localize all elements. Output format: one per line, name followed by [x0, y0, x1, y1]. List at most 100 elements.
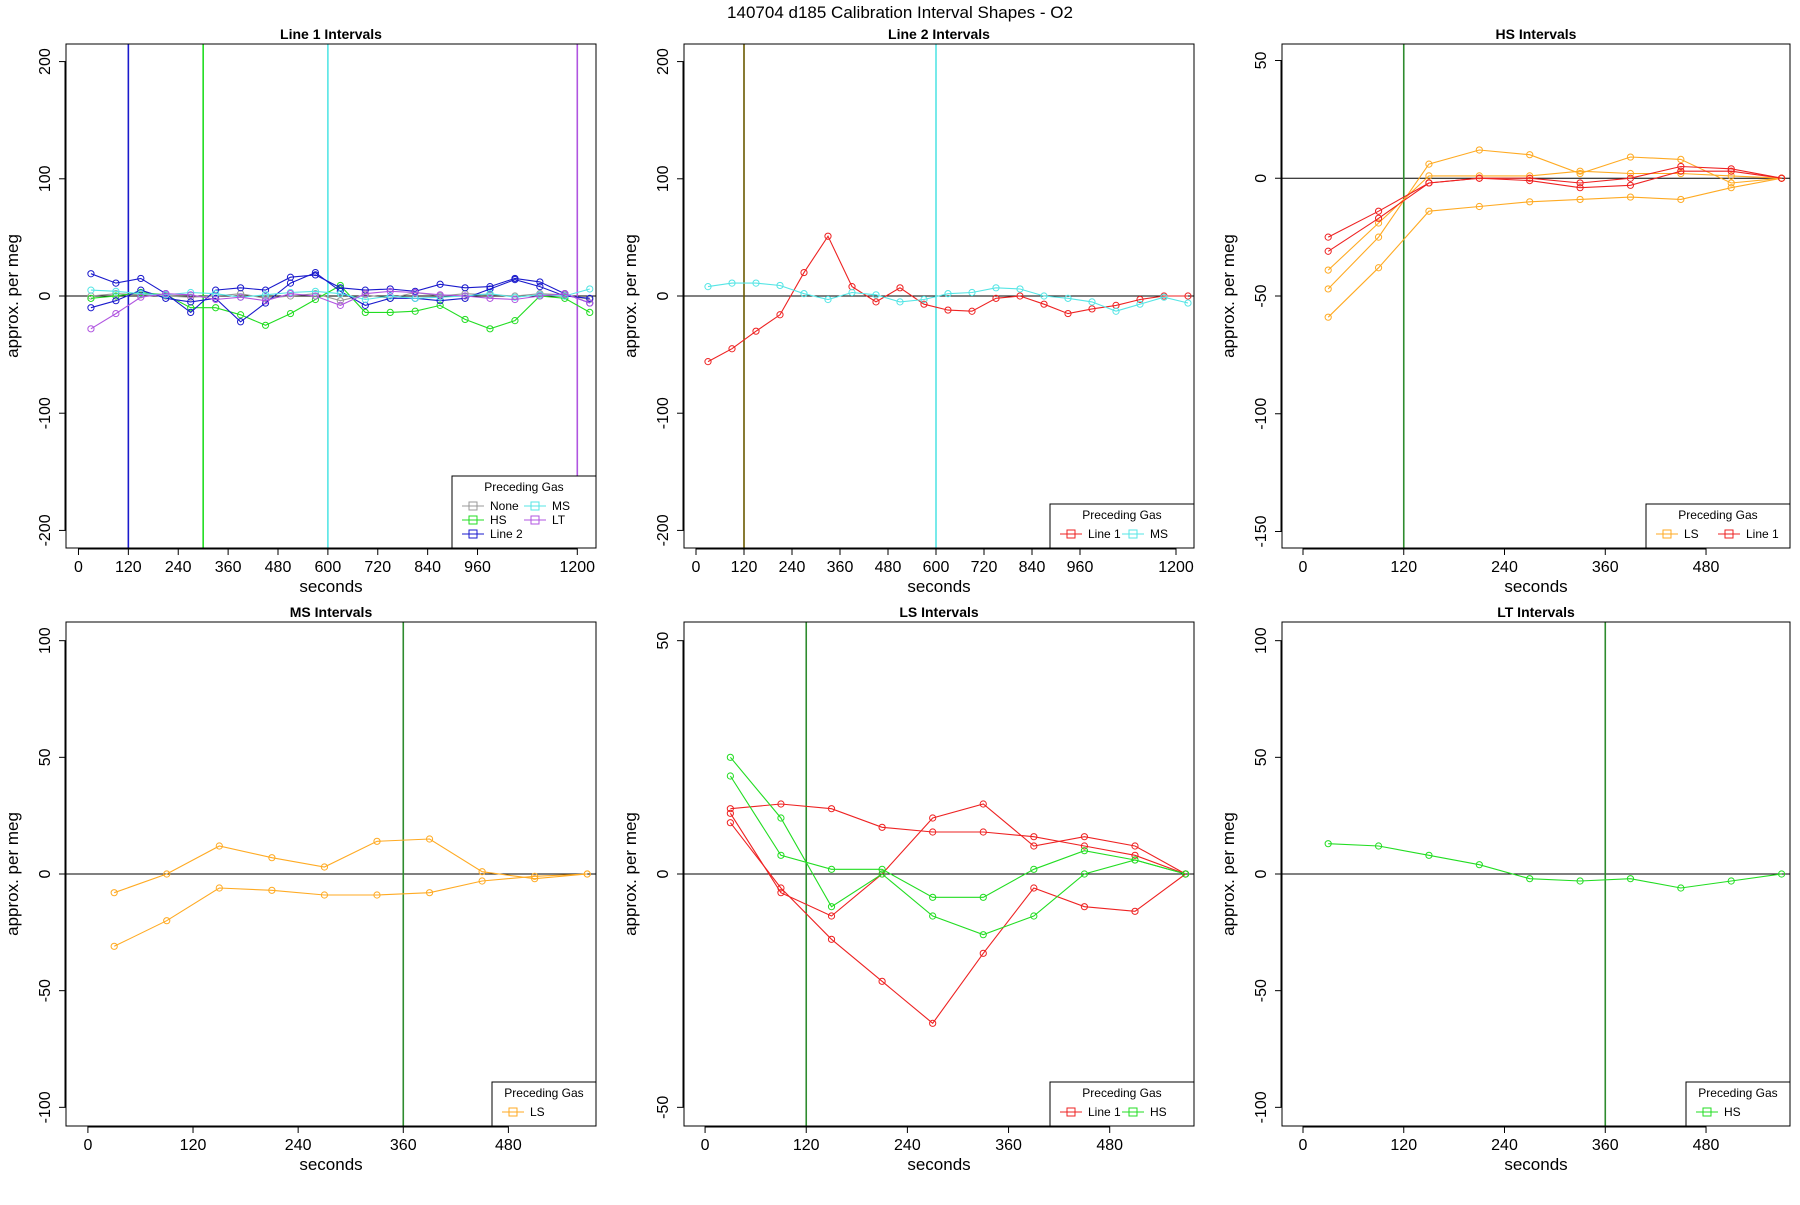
data-point: [1324, 247, 1332, 255]
data-point: [1475, 146, 1483, 154]
data-point: [992, 294, 1000, 302]
data-point: [1727, 172, 1735, 180]
data-point: [236, 293, 245, 301]
x-tick-label: 360: [1592, 559, 1619, 576]
legend-box: [1049, 1081, 1195, 1127]
x-tick-label: 0: [83, 1137, 92, 1154]
data-point: [1526, 176, 1534, 185]
legend-entry-label: MS: [1150, 527, 1168, 541]
data-point: [586, 285, 594, 293]
data-point: [486, 290, 494, 298]
data-point: [215, 842, 223, 850]
data-point: [536, 283, 544, 291]
chart-panel-2: Line 2 Intervals 0 120 240 360 480 600 720 840 96…: [621, 26, 1195, 596]
series-line: [707, 282, 1189, 312]
data-point: [1727, 165, 1735, 173]
data-point: [561, 294, 569, 302]
legend-swatch: [1128, 529, 1138, 539]
panel-title: LS Intervals: [899, 604, 979, 620]
x-tick-label: 0: [1299, 559, 1308, 576]
data-point: [1324, 285, 1332, 293]
series-line: [729, 803, 1186, 917]
legend-entry-label: None: [490, 499, 519, 513]
data-point: [436, 293, 444, 301]
data-point: [268, 854, 276, 862]
data-point: [236, 318, 245, 326]
data-point: [726, 753, 734, 761]
data-point: [1727, 179, 1735, 187]
series-line: [1327, 170, 1782, 271]
data-point: [87, 270, 95, 278]
legend-entry-label: Line 1: [1746, 527, 1779, 541]
x-tick-label: 480: [1693, 1137, 1720, 1154]
data-point: [261, 286, 270, 294]
data-point: [777, 851, 785, 859]
data-point: [361, 290, 369, 298]
x-tick-label: 360: [827, 559, 854, 576]
x-axis-label: seconds: [299, 577, 362, 596]
data-point: [336, 290, 344, 298]
legend: Preceding Gas HS: [1685, 1081, 1791, 1127]
data-point: [1425, 172, 1433, 180]
data-point: [777, 884, 785, 892]
data-point: [800, 290, 808, 298]
data-point: [1576, 179, 1584, 187]
data-point: [1475, 172, 1483, 180]
data-point: [827, 903, 836, 911]
data-point: [1425, 179, 1433, 187]
legend: Preceding Gas LS: [491, 1081, 597, 1127]
x-tick-label: 240: [1491, 1137, 1518, 1154]
data-point: [1526, 198, 1534, 206]
data-point: [336, 301, 344, 309]
data-point: [311, 268, 320, 277]
data-point: [929, 828, 937, 836]
data-point: [929, 814, 937, 822]
data-point: [1374, 842, 1383, 850]
y-tick-label: 0: [1253, 174, 1270, 183]
data-point: [1425, 207, 1433, 215]
data-point: [1677, 167, 1685, 175]
data-point: [992, 284, 1000, 292]
y-tick-label: 100: [655, 165, 672, 192]
data-point: [1088, 305, 1096, 313]
data-point: [979, 800, 987, 808]
data-point: [1131, 851, 1139, 859]
legend-entry-label: Line 2: [490, 527, 523, 541]
data-point: [478, 868, 486, 876]
legend-swatch: [1066, 529, 1076, 539]
data-point: [112, 292, 120, 300]
data-point: [824, 295, 832, 304]
y-tick-label: -50: [1253, 979, 1270, 1002]
data-point: [386, 308, 394, 317]
y-tick-label: -50: [655, 1096, 672, 1119]
data-point: [1030, 884, 1038, 892]
data-point: [1626, 169, 1635, 178]
data-point: [511, 317, 519, 325]
data-point: [827, 805, 836, 813]
data-point: [187, 293, 195, 301]
data-point: [511, 275, 519, 284]
data-point: [827, 935, 836, 943]
data-point: [87, 304, 95, 312]
x-tick-label: 0: [1299, 1137, 1308, 1154]
plot-frame: [1281, 43, 1791, 549]
data-point: [1136, 300, 1144, 308]
data-point: [436, 301, 444, 309]
legend-box: [1645, 503, 1791, 549]
y-tick-label: -150: [1253, 515, 1270, 547]
x-tick-label: 360: [215, 559, 242, 576]
data-point: [704, 283, 712, 291]
legend: Preceding Gas LS Line 1: [1645, 503, 1791, 549]
data-point: [187, 298, 195, 306]
data-point: [583, 870, 591, 878]
data-point: [1131, 907, 1139, 915]
data-point: [373, 891, 381, 899]
x-tick-label: 720: [971, 559, 998, 576]
data-point: [436, 280, 444, 288]
data-point: [1030, 833, 1038, 841]
data-point: [979, 828, 987, 836]
data-point: [536, 278, 544, 286]
y-tick-label: 50: [1253, 748, 1270, 766]
data-point: [386, 292, 394, 300]
data-point: [979, 931, 987, 939]
